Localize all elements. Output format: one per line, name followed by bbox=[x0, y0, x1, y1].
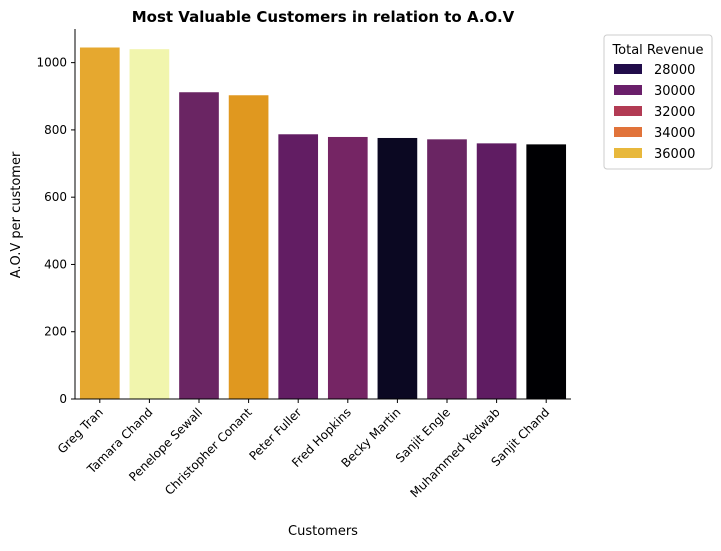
bar bbox=[427, 139, 467, 399]
x-tick-label: Greg Tran bbox=[55, 405, 106, 456]
bar bbox=[526, 144, 567, 399]
legend-entry-label: 36000 bbox=[654, 147, 695, 162]
y-axis: 0 200 400 600 800 1000 bbox=[36, 29, 76, 406]
x-tick-label: Muhammed Yedwab bbox=[408, 405, 503, 500]
y-tick-label: 400 bbox=[44, 257, 67, 271]
y-tick-label: 800 bbox=[44, 123, 67, 137]
bar bbox=[377, 137, 418, 400]
y-tick-label: 200 bbox=[44, 325, 67, 339]
bar bbox=[278, 134, 319, 399]
bar bbox=[228, 95, 269, 399]
y-tick-label: 600 bbox=[44, 190, 67, 204]
bar bbox=[179, 92, 219, 400]
legend-swatch bbox=[614, 106, 642, 116]
legend-entry-label: 34000 bbox=[654, 126, 695, 141]
legend-swatch bbox=[614, 127, 642, 137]
legend-entry-label: 32000 bbox=[654, 105, 695, 120]
legend-entry-label: 28000 bbox=[654, 63, 695, 78]
x-tick-label: Christopher Conant bbox=[162, 405, 255, 498]
legend-entries: 28000 30000 32000 34000 36000 bbox=[614, 63, 695, 162]
legend-swatch bbox=[614, 148, 642, 158]
bar bbox=[327, 136, 368, 399]
legend-entry-label: 30000 bbox=[654, 84, 695, 99]
x-axis-label: Customers bbox=[288, 524, 358, 539]
legend: Total Revenue 28000 30000 32000 34000 36000 bbox=[603, 34, 713, 170]
legend-title: Total Revenue bbox=[611, 43, 703, 58]
y-tick-label: 1000 bbox=[36, 56, 67, 70]
bar bbox=[476, 143, 517, 399]
legend-swatch bbox=[614, 85, 642, 95]
bar bbox=[79, 47, 120, 399]
bars-group bbox=[79, 47, 567, 400]
legend-swatch bbox=[614, 64, 642, 74]
bar bbox=[129, 49, 170, 400]
y-tick-label: 0 bbox=[59, 392, 67, 406]
y-axis-label: A.O.V per customer bbox=[9, 151, 24, 278]
chart-title: Most Valuable Customers in relation to A… bbox=[132, 8, 515, 26]
